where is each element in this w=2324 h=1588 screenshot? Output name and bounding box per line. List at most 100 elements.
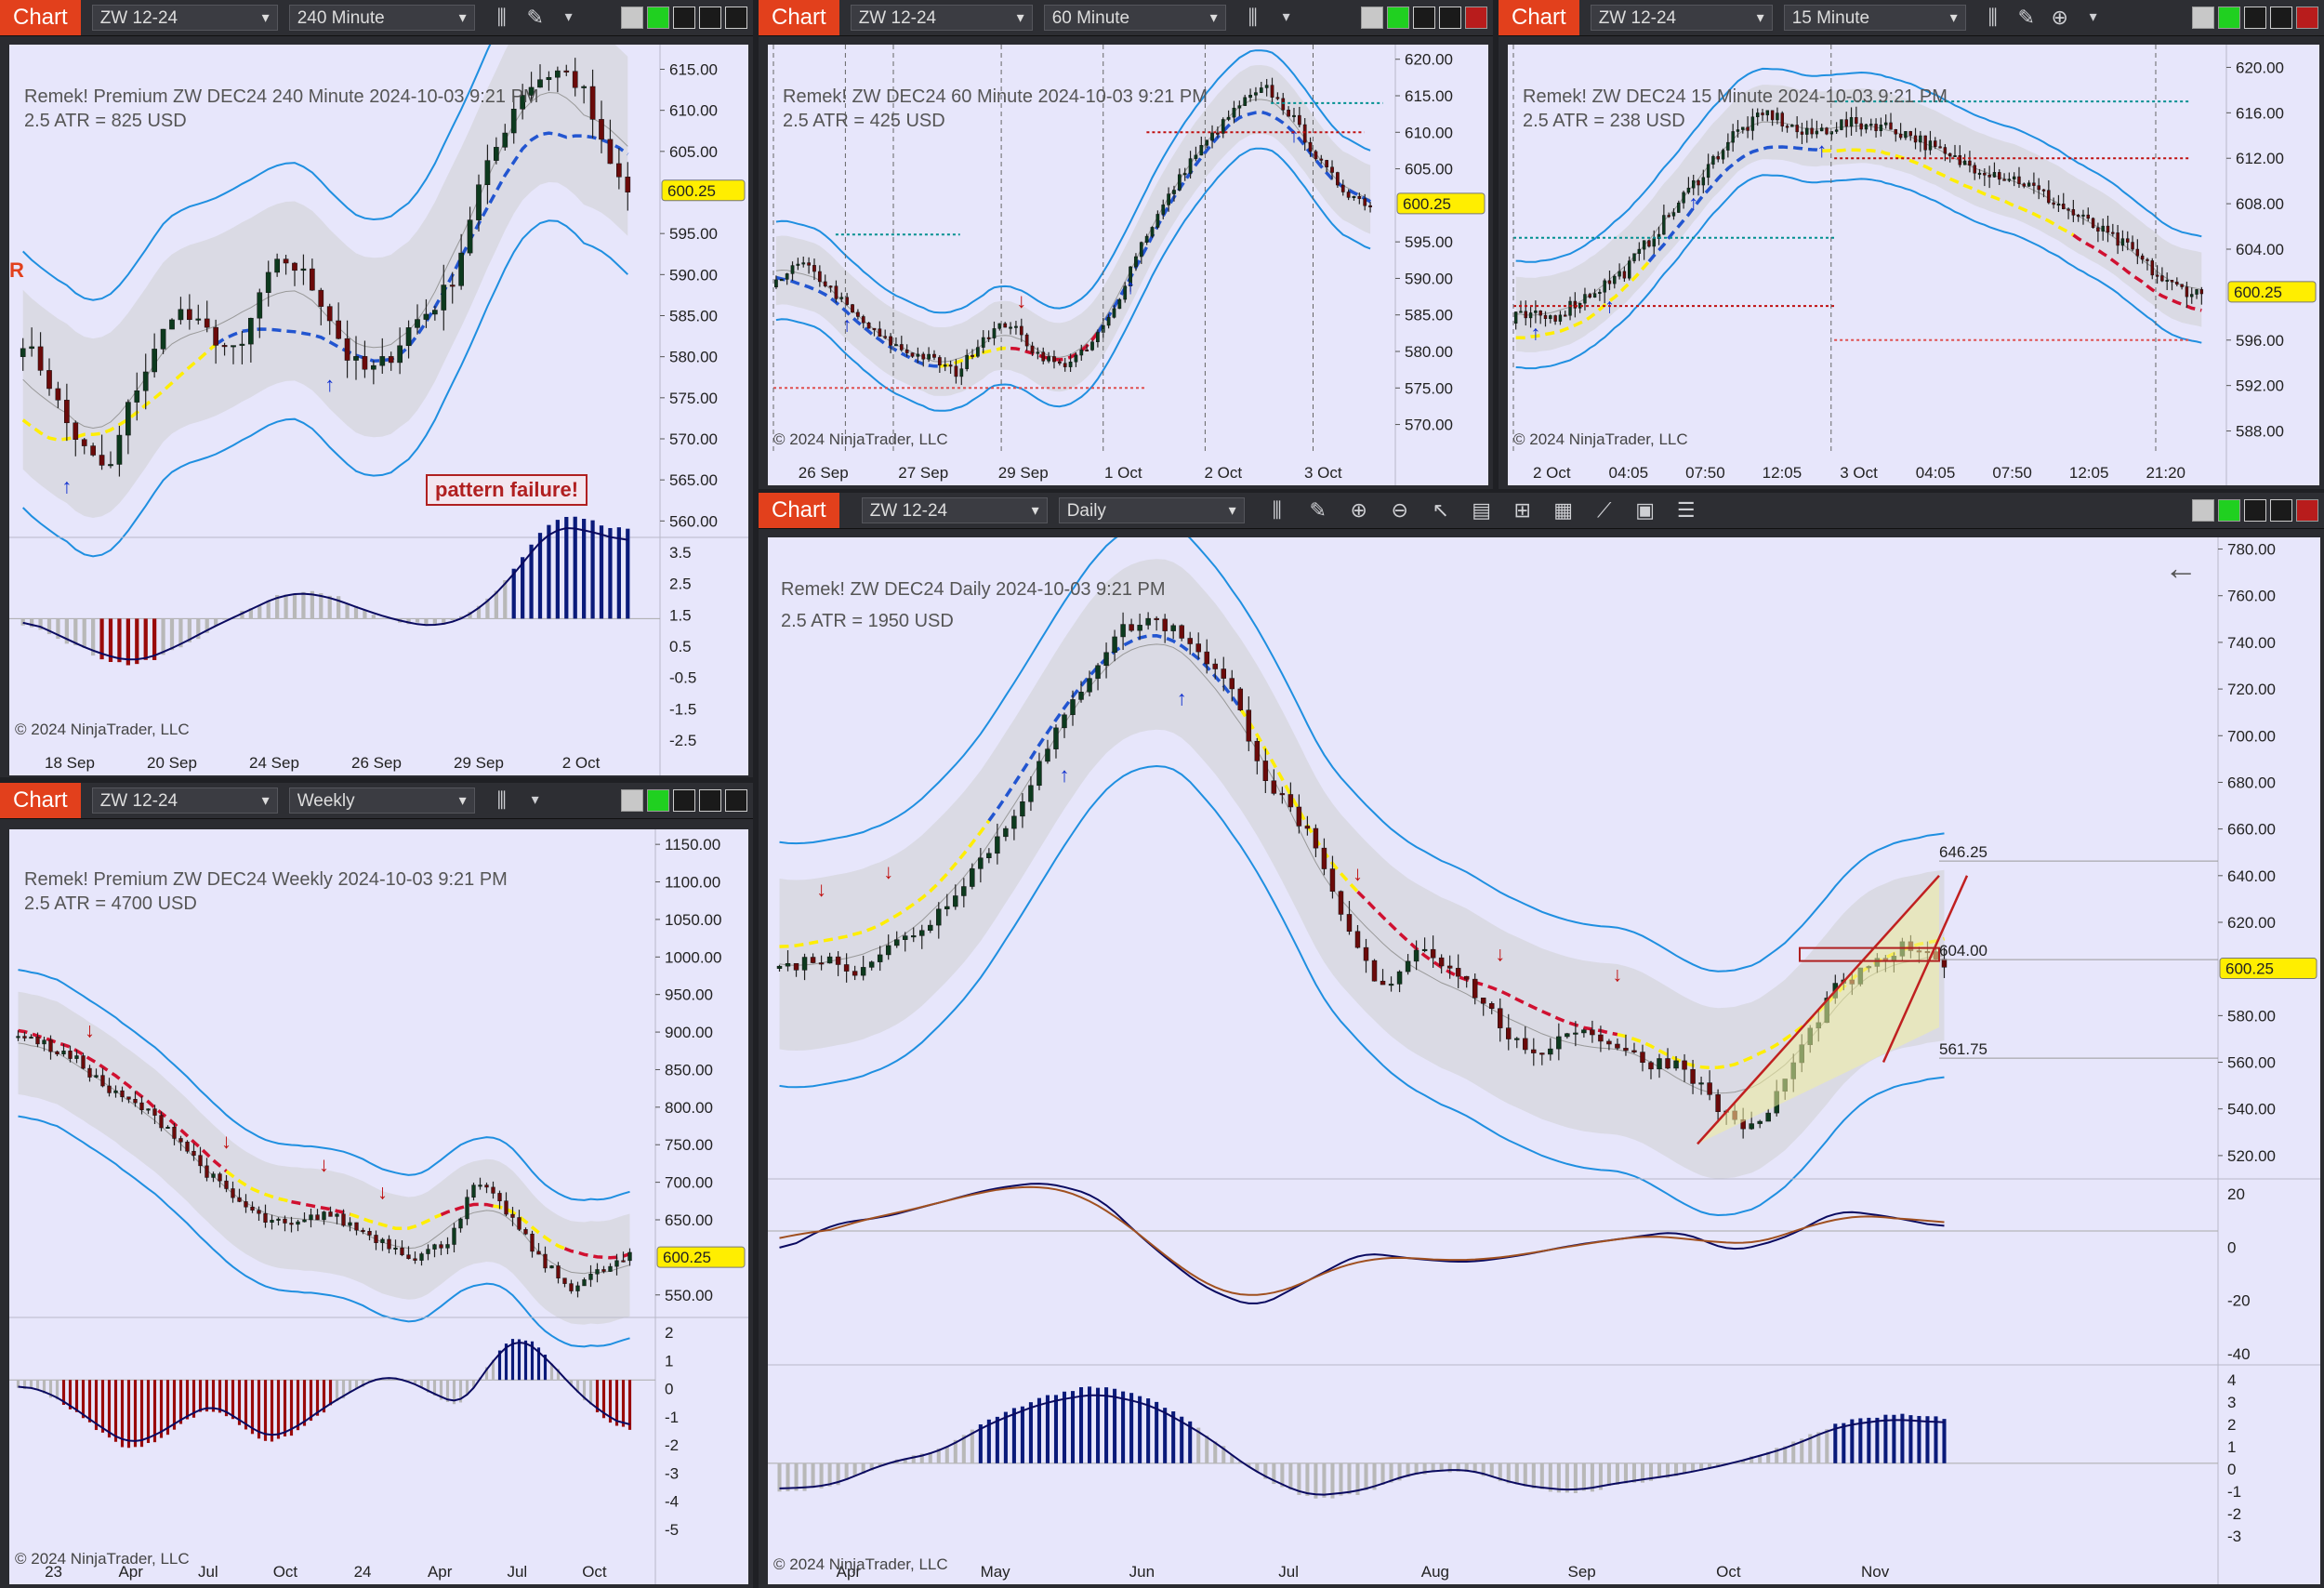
price-chart[interactable]: ↑ ↑ ↑ ↑ 620.00 616.00 612.00 608.00 604.00 600.25… (1508, 45, 2319, 485)
candle-body (231, 1188, 235, 1198)
histogram-bar (1489, 1462, 1494, 1477)
list-icon[interactable]: ☰ (1676, 498, 1696, 522)
histogram-bar (328, 1380, 333, 1406)
candle-body (965, 354, 970, 369)
chart-tab[interactable]: Chart (0, 783, 81, 818)
maximize-button[interactable] (2270, 7, 2292, 29)
instrument-selector[interactable]: ZW 12-24 ▾ (861, 497, 1048, 523)
arrow-down-icon: ↓ (1612, 962, 1622, 986)
candle-body (107, 1085, 112, 1093)
properties-icon[interactable]: ▤ (1472, 498, 1492, 522)
price-tick-label: 615.00 (669, 61, 718, 79)
histogram-bar (218, 1380, 222, 1413)
minimize-button[interactable] (673, 7, 695, 29)
close-button[interactable] (2296, 7, 2318, 29)
bar-type-icon[interactable]: ⫼ (496, 788, 507, 812)
price-chart[interactable]: ↑ ↑ 615.00 610.00 605.00 600.25 595.00 590.00 58… (9, 45, 748, 775)
chart-title: Remek! ZW DEC24 60 Minute 2024-10-03 9:2… (783, 86, 1208, 107)
drawing-tool-icon[interactable]: ✎ (1309, 498, 1327, 522)
chevron-down-icon[interactable]: ▾ (1282, 9, 1290, 25)
link-green-button[interactable] (647, 789, 669, 812)
maximize-button[interactable] (1439, 7, 1461, 29)
osc-tick-label: -4 (665, 1493, 679, 1511)
zoom-in-icon[interactable]: ⊕ (2051, 6, 2068, 29)
instrument-selector[interactable]: ZW 12-24 ▾ (1590, 5, 1773, 31)
histogram-bar (424, 618, 429, 625)
timeframe-selector[interactable]: 15 Minute ▾ (1783, 5, 1966, 31)
candle-body (1062, 714, 1067, 729)
histogram-bar (1364, 1462, 1368, 1490)
drawing-tool-icon[interactable]: ✎ (2017, 6, 2035, 29)
bar-type-icon[interactable]: ⫼ (1272, 498, 1282, 522)
close-button[interactable] (1465, 7, 1487, 29)
maximize-button[interactable] (699, 7, 721, 29)
link-green-button[interactable] (1387, 7, 1409, 29)
candle-body (1538, 311, 1542, 316)
candle-body (1690, 1068, 1696, 1084)
timeframe-selector[interactable]: 240 Minute ▾ (288, 5, 475, 31)
link-button[interactable] (1361, 7, 1383, 29)
link-green-button[interactable] (647, 7, 669, 29)
candle-body (1047, 356, 1050, 362)
candle-body (187, 309, 192, 321)
price-chart[interactable]: ↑ ↓ ↑ ↑ 620.00 615.00 610.00 605.00 600.25 595.00… (768, 45, 1488, 485)
cursor-icon[interactable]: ↖ (1432, 498, 1449, 522)
lower-band-line (779, 764, 1945, 1217)
chevron-down-icon[interactable]: ▾ (564, 9, 573, 25)
timeframe-value: 60 Minute (1051, 8, 1130, 28)
candle-body (159, 1115, 164, 1129)
minimize-button[interactable] (2244, 499, 2266, 522)
candle-body (1329, 868, 1336, 892)
candle-body (172, 1127, 177, 1139)
link-green-button[interactable] (2218, 7, 2240, 29)
candle-body (986, 853, 992, 858)
chevron-down-icon[interactable]: ▾ (2089, 9, 2097, 25)
histogram-bar (852, 1462, 857, 1476)
indicators-icon[interactable]: ⊞ (1513, 498, 1531, 522)
close-button[interactable] (725, 7, 747, 29)
bar-type-icon[interactable]: ⫼ (496, 6, 507, 29)
link-button[interactable] (621, 789, 643, 812)
bar-type-icon[interactable]: ⫼ (1248, 6, 1258, 29)
price-chart[interactable]: ↓ ↓ ↑ ↑ ↓ ↓ ↓ 780.00 760.00 740.00 720.00 700.00 680… (768, 537, 2320, 1584)
instrument-selector[interactable]: ZW 12-24 ▾ (850, 5, 1033, 31)
chart-tab[interactable]: Chart (759, 0, 839, 35)
drawing-tool-icon[interactable]: ✎ (526, 6, 544, 29)
link-button[interactable] (2192, 499, 2214, 522)
histogram-bar (100, 1380, 105, 1433)
link-green-button[interactable] (2218, 499, 2240, 522)
minimize-button[interactable] (1413, 7, 1435, 29)
zoom-out-icon[interactable]: ⊖ (1391, 498, 1408, 522)
timeframe-selector[interactable]: 60 Minute ▾ (1043, 5, 1226, 31)
chart-tab[interactable]: Chart (1499, 0, 1579, 35)
chart-tab[interactable]: Chart (0, 0, 81, 35)
histogram-bar (1439, 1462, 1444, 1471)
candle-body (1120, 624, 1126, 638)
minimize-button[interactable] (2244, 7, 2266, 29)
price-chart[interactable]: ↓ ↓ ↓ ↓ 1150.00 1100.00 1050.00 1000.00 950.00 90… (9, 829, 748, 1584)
templates-icon[interactable]: ▣ (1635, 498, 1656, 522)
histogram-bar (82, 618, 86, 648)
candle-body (1271, 780, 1277, 794)
link-button[interactable] (621, 7, 643, 29)
osc-tick-label: 0 (2227, 1238, 2236, 1256)
candle-body (1123, 285, 1128, 300)
bar-type-icon[interactable]: ⫼ (1987, 6, 1998, 29)
chart-tab[interactable]: Chart (759, 493, 839, 528)
timeframe-selector[interactable]: Weekly ▾ (288, 787, 475, 814)
link-button[interactable] (2192, 7, 2214, 29)
instrument-selector[interactable]: ZW 12-24 ▾ (91, 787, 278, 814)
close-button[interactable] (2296, 499, 2318, 522)
maximize-button[interactable] (2270, 499, 2292, 522)
timeframe-selector[interactable]: Daily ▾ (1058, 497, 1245, 523)
chevron-down-icon[interactable]: ▾ (531, 792, 539, 808)
minimize-button[interactable] (673, 789, 695, 812)
instrument-selector[interactable]: ZW 12-24 ▾ (91, 5, 278, 31)
chart-trader-icon[interactable]: ⟋ (1596, 498, 1612, 522)
strategies-icon[interactable]: ▦ (1553, 498, 1574, 522)
zoom-in-icon[interactable]: ⊕ (1350, 498, 1367, 522)
maximize-button[interactable] (699, 789, 721, 812)
osc-tick-label: 20 (2227, 1185, 2245, 1203)
close-button[interactable] (725, 789, 747, 812)
candle-body (1844, 119, 1848, 127)
